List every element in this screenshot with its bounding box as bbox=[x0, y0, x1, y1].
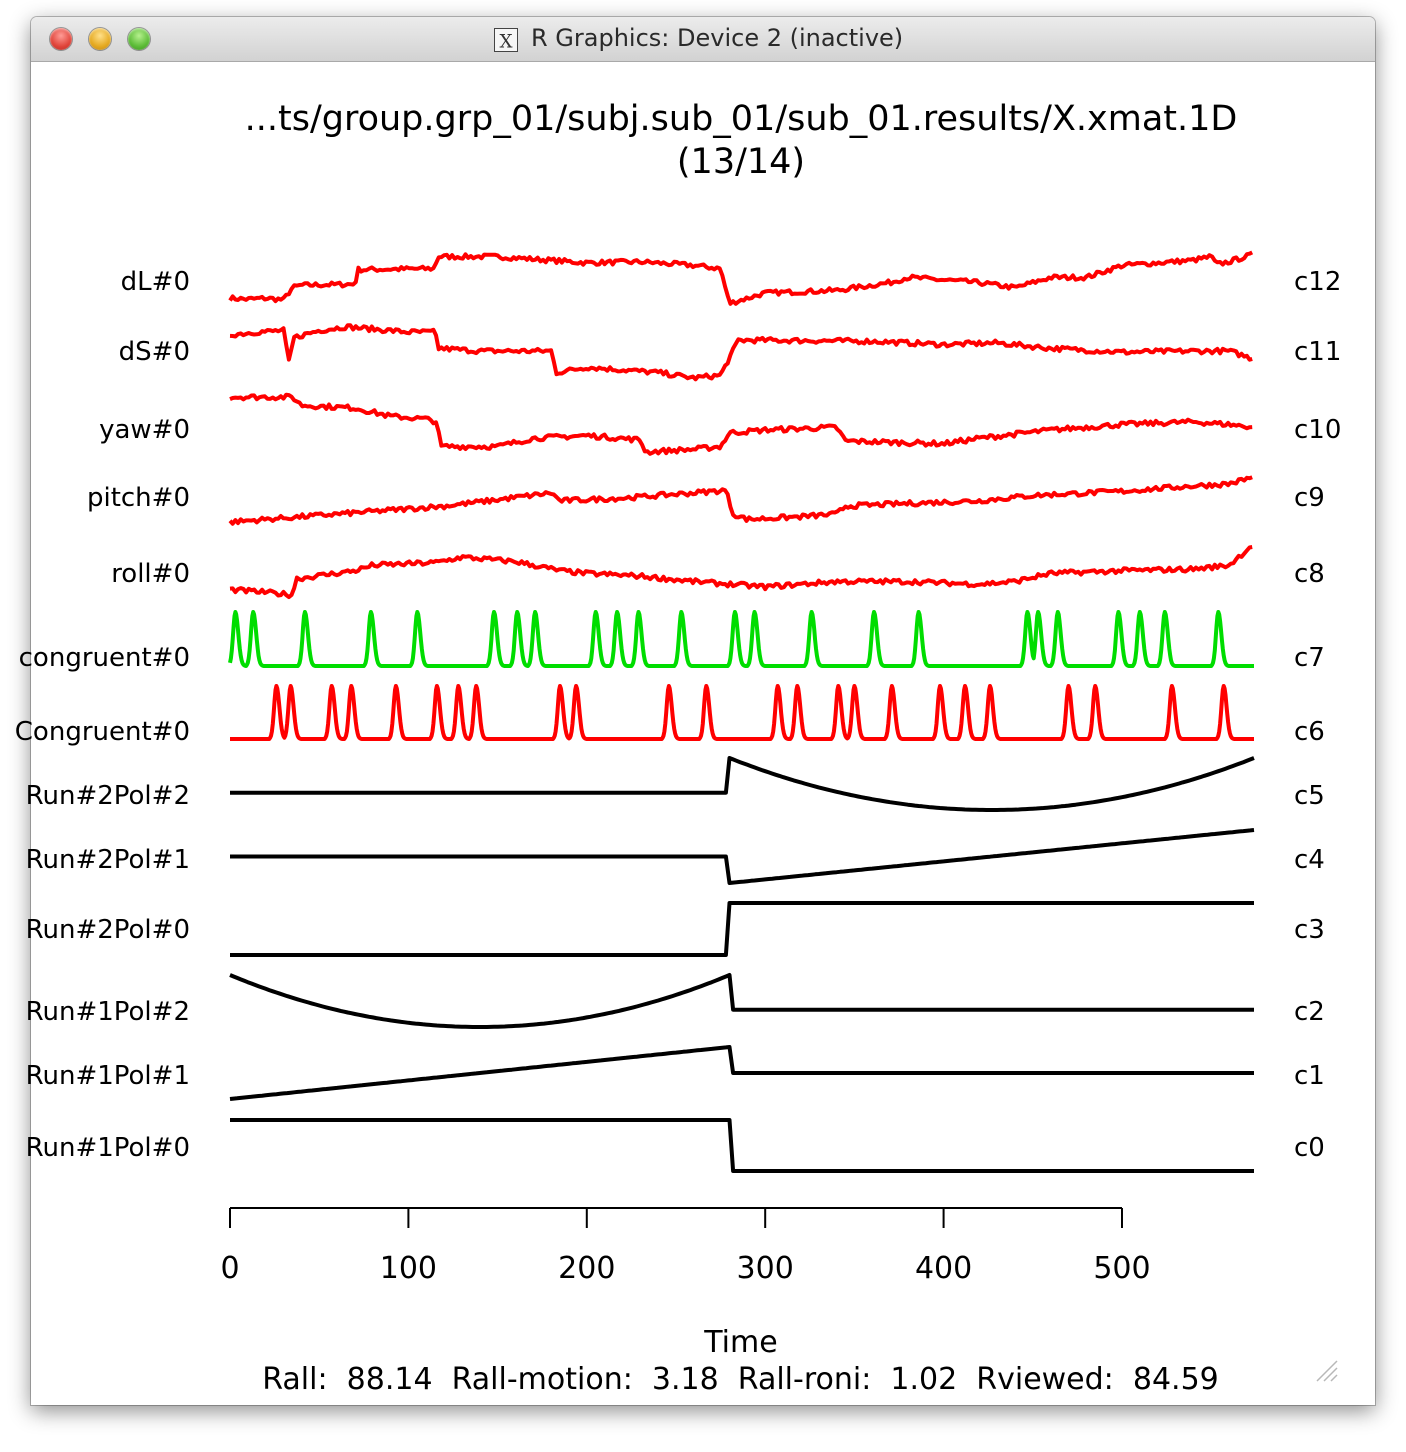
series-label-c12: dL#0 bbox=[121, 267, 190, 297]
series-line-c8 bbox=[229, 545, 1253, 600]
series-column-c10: c10 bbox=[1294, 415, 1341, 445]
x-tick-label-100: 100 bbox=[380, 1251, 437, 1286]
x-tick-label-400: 400 bbox=[915, 1251, 972, 1286]
x-tick-label-200: 200 bbox=[558, 1251, 615, 1286]
x-axis: 0 100 200 300 400 500 bbox=[220, 1207, 1151, 1286]
series-line-c12 bbox=[228, 250, 1254, 306]
series-label-c8: roll#0 bbox=[111, 559, 190, 589]
series-layer: dL#0 c12 dS#0 c11 yaw#0 c10 pitch#0 c9 roll#0 c8 c… bbox=[15, 250, 1341, 1173]
series-line-c10 bbox=[229, 392, 1253, 456]
series-line-c1 bbox=[229, 1045, 1254, 1101]
plot-subtitle: (13/14) bbox=[677, 142, 805, 182]
resize-grip[interactable] bbox=[1313, 1357, 1339, 1383]
series-label-c7: congruent#0 bbox=[19, 643, 190, 673]
series-label-c5: Run#2Pol#2 bbox=[26, 781, 190, 811]
series-label-c11: dS#0 bbox=[119, 337, 190, 367]
series-line-c9 bbox=[228, 475, 1253, 526]
minimize-button[interactable] bbox=[89, 28, 111, 50]
series-line-c5 bbox=[230, 756, 1255, 812]
series-column-c8: c8 bbox=[1294, 559, 1325, 589]
series-label-c4: Run#2Pol#1 bbox=[26, 845, 190, 875]
series-column-c6: c6 bbox=[1294, 717, 1325, 747]
series-column-c9: c9 bbox=[1294, 483, 1325, 513]
series-column-c1: c1 bbox=[1294, 1061, 1325, 1091]
series-line-c3 bbox=[230, 901, 1254, 957]
x11-icon: X bbox=[494, 28, 518, 52]
series-label-c6: Congruent#0 bbox=[15, 717, 190, 747]
plot-title: ...ts/group.grp_01/subj.sub_01/sub_01.re… bbox=[245, 99, 1238, 139]
series-label-c9: pitch#0 bbox=[87, 483, 190, 513]
close-button[interactable] bbox=[50, 28, 72, 50]
x-tick-label-0: 0 bbox=[220, 1251, 239, 1286]
series-label-c0: Run#1Pol#0 bbox=[26, 1133, 190, 1163]
series-column-c4: c4 bbox=[1294, 845, 1325, 875]
series-line-c6 bbox=[228, 684, 1256, 741]
series-label-c3: Run#2Pol#0 bbox=[26, 915, 190, 945]
svg-text:X: X bbox=[499, 31, 512, 52]
series-line-c2 bbox=[229, 973, 1254, 1029]
series-line-c4 bbox=[230, 828, 1255, 885]
series-line-c11 bbox=[229, 323, 1253, 382]
series-line-c7 bbox=[228, 610, 1256, 668]
series-line-c0 bbox=[230, 1118, 1254, 1173]
window-title: R Graphics: Device 2 (inactive) bbox=[531, 24, 904, 52]
series-label-c10: yaw#0 bbox=[99, 415, 190, 445]
series-column-c0: c0 bbox=[1294, 1133, 1325, 1163]
fit-statistics: Rall: 88.14 Rall-motion: 3.18 Rall-roni:… bbox=[262, 1362, 1219, 1397]
title-bar[interactable]: X R Graphics: Device 2 (inactive) bbox=[31, 17, 1375, 62]
x-tick-label-500: 500 bbox=[1093, 1251, 1150, 1286]
series-column-c5: c5 bbox=[1294, 781, 1325, 811]
series-column-c2: c2 bbox=[1294, 997, 1325, 1027]
x-tick-label-300: 300 bbox=[737, 1251, 794, 1286]
series-column-c3: c3 bbox=[1294, 915, 1325, 945]
x-axis-label: Time bbox=[703, 1325, 777, 1360]
series-column-c11: c11 bbox=[1294, 337, 1341, 367]
series-column-c7: c7 bbox=[1294, 643, 1325, 673]
series-label-c1: Run#1Pol#1 bbox=[26, 1061, 190, 1091]
series-column-c12: c12 bbox=[1294, 267, 1341, 297]
series-label-c2: Run#1Pol#2 bbox=[26, 997, 190, 1027]
zoom-button[interactable] bbox=[128, 28, 150, 50]
